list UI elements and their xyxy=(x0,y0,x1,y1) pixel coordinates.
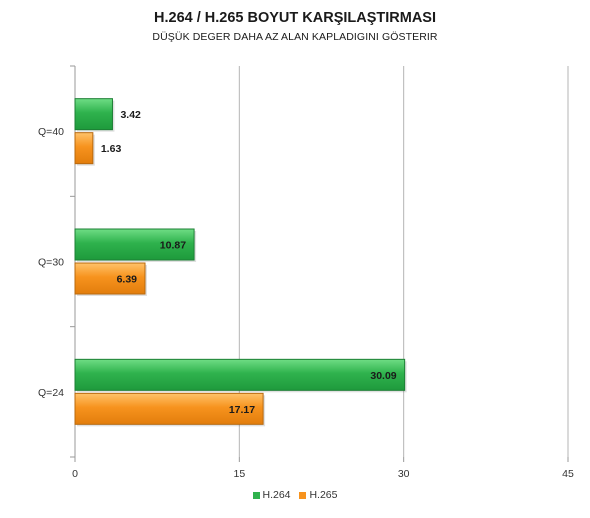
grid-layer xyxy=(70,65,569,462)
label-layer: 0 15 30 45 Q=40 3.42 1.63 Q=30 10.87 6.39 Q=24 30.0… xyxy=(38,109,574,480)
bar-h265-q30 xyxy=(74,262,146,295)
bar-h265-q24 xyxy=(74,392,264,425)
legend-item-h264: H.264 xyxy=(252,489,291,501)
tick-label-x-15: 15 xyxy=(233,468,245,480)
tick-label-x-30: 30 xyxy=(398,468,410,480)
category-label-q24: Q=24 xyxy=(38,387,64,399)
bar-h265-q40 xyxy=(74,132,94,165)
category-label-q40: Q=40 xyxy=(38,126,64,138)
data-label-h265-q24: 17.17 xyxy=(229,404,255,416)
data-label-h265-q40: 1.63 xyxy=(101,143,122,155)
category-label-q30: Q=30 xyxy=(38,257,64,269)
data-label-h264-q30: 10.87 xyxy=(160,240,186,252)
tick-label-x-45: 45 xyxy=(562,468,574,480)
bar-h264-q40 xyxy=(74,98,113,131)
legend-swatch-h264 xyxy=(252,491,260,499)
legend-item-h265: H.265 xyxy=(299,489,337,501)
data-label-h264-q24: 30.09 xyxy=(370,370,396,382)
legend-swatch-h265 xyxy=(299,491,307,499)
bar-h264-q24 xyxy=(74,358,406,391)
data-label-h264-q40: 3.42 xyxy=(120,109,141,121)
legend-label-h265: H.265 xyxy=(309,489,338,501)
chart-title: H.264 / H.265 BOYUT KARŞILAŞTIRMASI xyxy=(154,10,436,26)
legend: H.264 H.265 xyxy=(0,489,590,502)
tick-label-x-0: 0 xyxy=(72,468,78,480)
legend-label-h264: H.264 xyxy=(262,489,291,501)
bar-layer xyxy=(74,98,407,427)
chart-subtitle: DÜŞÜK DEGER DAHA AZ ALAN KAPLADIGINI GÖS… xyxy=(152,31,438,43)
data-label-h265-q30: 6.39 xyxy=(117,274,138,286)
bar-h264-q30 xyxy=(74,228,195,261)
